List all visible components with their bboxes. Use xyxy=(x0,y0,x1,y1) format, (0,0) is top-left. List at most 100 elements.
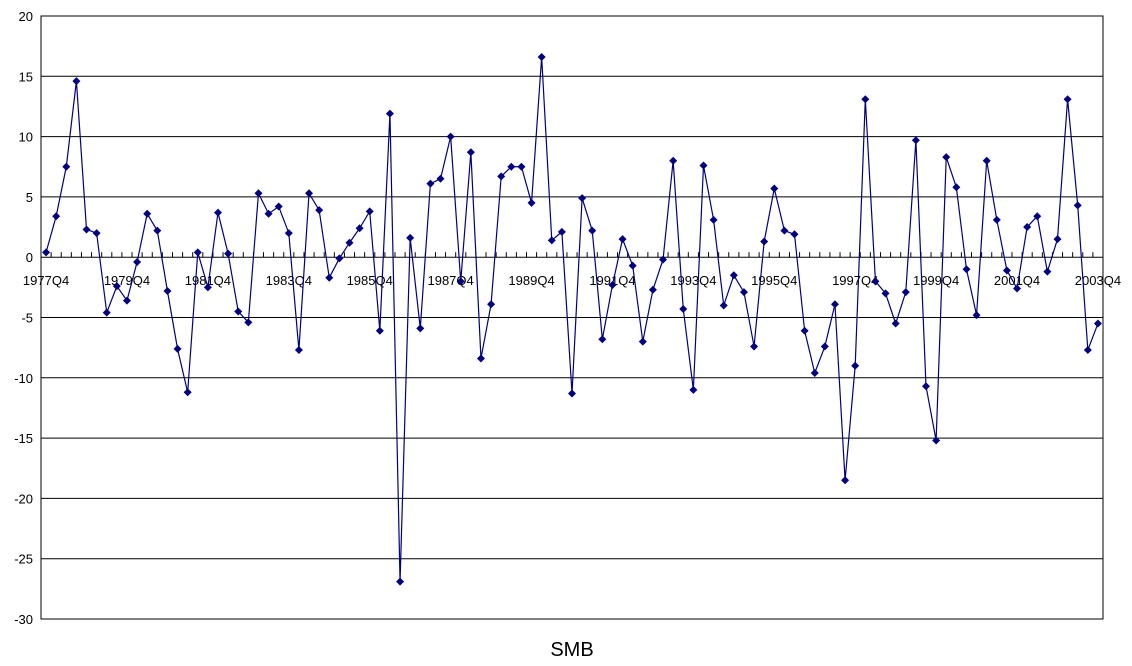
y-tick-label: 5 xyxy=(26,190,33,205)
y-tick-label: -25 xyxy=(14,552,33,567)
data-point xyxy=(183,388,192,397)
data-point xyxy=(416,324,425,333)
data-point xyxy=(841,476,850,485)
y-tick-label: -5 xyxy=(21,311,33,326)
x-tick-label: 1999Q4 xyxy=(913,273,959,288)
data-point xyxy=(82,225,91,234)
data-point xyxy=(456,277,465,286)
x-tick-label: 1997Q4 xyxy=(832,273,878,288)
data-point xyxy=(254,189,263,198)
data-point xyxy=(760,237,769,246)
data-point xyxy=(962,265,971,274)
x-tick-label: 1991Q4 xyxy=(589,273,635,288)
data-point xyxy=(527,198,536,207)
y-axis-tick-labels: 20 15 10 5 0 -5 -10 -15 -20 -25 -30 xyxy=(14,9,33,627)
data-point xyxy=(810,368,819,377)
data-point xyxy=(385,109,394,118)
data-point xyxy=(932,436,941,445)
data-point xyxy=(780,226,789,235)
data-point xyxy=(396,577,405,586)
data-point xyxy=(1033,212,1042,221)
data-point xyxy=(750,342,759,351)
data-point xyxy=(375,326,384,335)
data-point xyxy=(426,179,435,188)
data-point xyxy=(355,224,364,233)
data-point xyxy=(72,77,81,86)
data-point xyxy=(214,208,222,217)
data-point xyxy=(942,153,951,162)
data-point xyxy=(446,132,455,141)
data-point xyxy=(224,249,233,258)
data-point xyxy=(345,238,354,247)
y-tick-label: 0 xyxy=(26,250,33,265)
data-point xyxy=(982,156,991,165)
data-point xyxy=(992,215,1001,224)
data-point xyxy=(406,233,415,242)
y-tick-label: -20 xyxy=(14,491,33,506)
data-point xyxy=(739,288,748,297)
y-tick-label: 10 xyxy=(19,130,33,145)
data-point xyxy=(507,162,516,171)
data-point xyxy=(315,206,324,215)
data-point xyxy=(62,162,71,171)
data-point xyxy=(294,346,303,355)
data-point xyxy=(1083,346,1092,355)
x-tick-label: 1993Q4 xyxy=(670,273,716,288)
data-point xyxy=(588,226,597,235)
data-point xyxy=(122,296,131,305)
x-tick-label: 1995Q4 xyxy=(751,273,797,288)
x-axis xyxy=(40,252,1104,258)
data-point xyxy=(203,283,212,292)
data-point xyxy=(1093,319,1102,328)
data-point xyxy=(1002,266,1011,275)
data-point xyxy=(608,280,617,289)
y-tick-label: -10 xyxy=(14,371,33,386)
data-point xyxy=(517,162,526,171)
data-point xyxy=(284,229,293,238)
data-point xyxy=(719,301,728,310)
data-point xyxy=(598,335,607,344)
data-point xyxy=(365,207,374,216)
series-markers xyxy=(42,53,1102,586)
data-point xyxy=(436,174,445,183)
data-point xyxy=(193,248,202,257)
data-point xyxy=(102,308,111,317)
data-point xyxy=(861,95,870,104)
data-point xyxy=(244,318,253,327)
data-point xyxy=(557,227,566,236)
data-point xyxy=(648,285,657,294)
data-point xyxy=(972,311,981,320)
data-point xyxy=(800,326,809,335)
x-axis-title: SMB xyxy=(550,639,593,661)
data-point xyxy=(173,344,182,353)
y-tick-label: -30 xyxy=(14,612,33,627)
y-tick-label: 20 xyxy=(19,9,33,24)
data-point xyxy=(699,161,708,170)
data-point xyxy=(881,289,890,298)
data-point xyxy=(305,189,314,198)
data-point xyxy=(1023,223,1032,232)
data-point xyxy=(163,286,172,295)
data-point xyxy=(476,354,485,363)
data-point xyxy=(52,212,61,221)
data-point xyxy=(325,273,334,282)
data-point xyxy=(638,337,647,346)
data-point xyxy=(628,261,637,270)
data-point xyxy=(790,230,799,239)
data-point xyxy=(112,282,121,291)
data-point xyxy=(466,148,475,157)
data-point xyxy=(143,209,152,218)
data-point xyxy=(830,300,839,309)
x-tick-label: 1987Q4 xyxy=(427,273,473,288)
data-point xyxy=(497,172,506,181)
data-point xyxy=(911,136,920,145)
x-tick-label: 1989Q4 xyxy=(508,273,554,288)
data-point xyxy=(770,184,779,193)
data-point xyxy=(1053,235,1062,244)
data-point xyxy=(92,229,101,238)
data-point xyxy=(264,209,273,218)
data-point xyxy=(1013,284,1022,293)
data-point xyxy=(487,300,496,309)
data-point xyxy=(709,215,718,224)
